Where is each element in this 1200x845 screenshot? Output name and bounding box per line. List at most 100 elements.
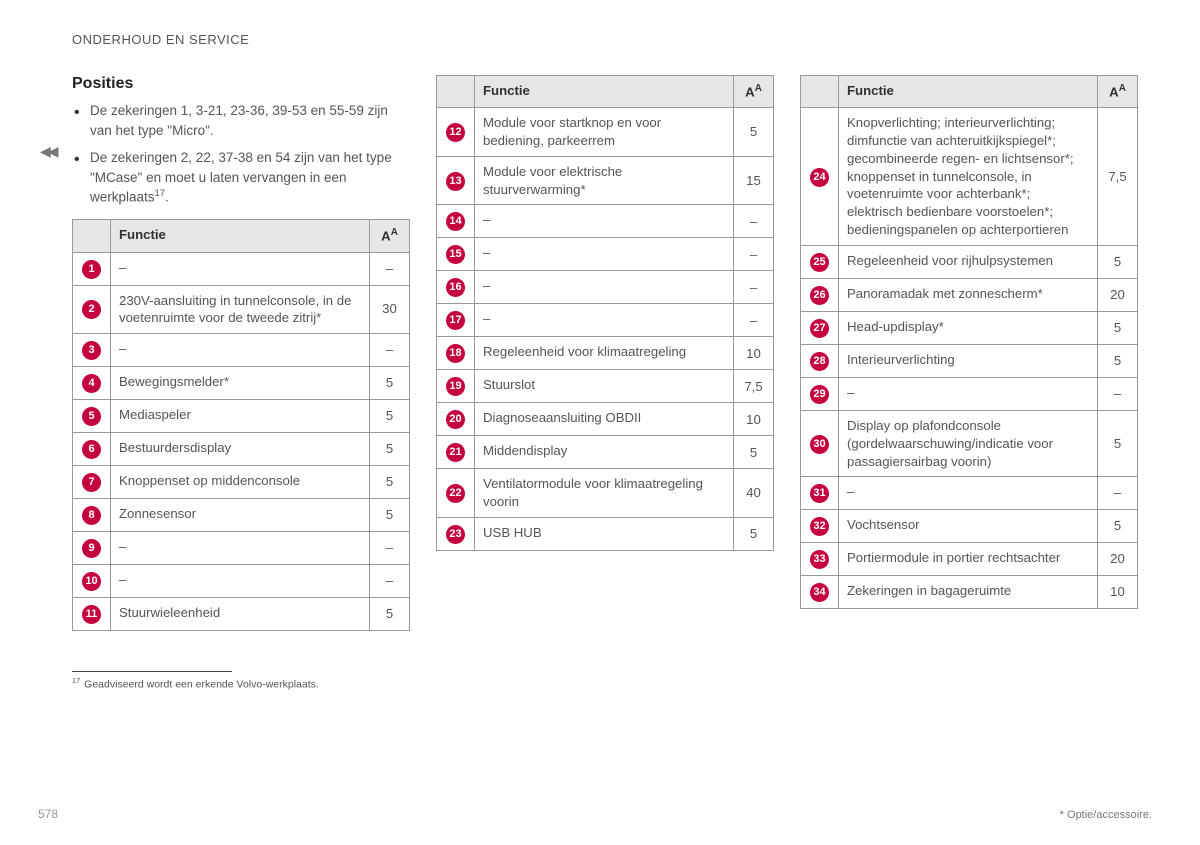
fuse-amp-cell: 30 [370,285,410,334]
fuse-function-cell: – [839,377,1098,410]
bullet-list: De zekeringen 1, 3-21, 23-36, 39-53 en 5… [72,101,410,207]
fuse-amp-cell: 5 [734,518,774,551]
fuse-number-cell: 9 [73,532,111,565]
fuse-number-badge: 31 [810,484,829,503]
fuse-amp-cell: – [370,532,410,565]
fuse-amp-cell: 7,5 [1098,108,1138,246]
option-note: * Optie/accessoire. [1060,809,1152,821]
fuse-number-badge: 2 [82,300,101,319]
fuse-function-cell: 230V-aansluiting in tunnelconsole, in de… [111,285,370,334]
column-3: Functie AA 24Knopverlichting; interieurv… [800,75,1138,631]
fuse-number-cell: 32 [801,510,839,543]
table-row: 24Knopverlichting; interieurverlichting;… [801,108,1138,246]
fuse-amp-cell: 5 [734,108,774,157]
fuse-amp-cell: 10 [1098,576,1138,609]
fuse-function-cell: Vochtsensor [839,510,1098,543]
fuse-function-cell: Stuurslot [475,370,734,403]
amp-label: A [381,229,391,244]
fuse-amp-cell: 5 [370,598,410,631]
fuse-function-cell: Zekeringen in bagageruimte [839,576,1098,609]
fuse-number-badge: 23 [446,525,465,544]
fuse-number-cell: 5 [73,400,111,433]
fuse-number-cell: 11 [73,598,111,631]
table-row: 11Stuurwieleenheid5 [73,598,410,631]
fuse-amp-cell: 5 [1098,245,1138,278]
fuse-amp-cell: – [1098,477,1138,510]
table-row: 31–– [801,477,1138,510]
footnote-ref: 17 [155,188,166,199]
fuse-function-cell: Portiermodule in portier rechtsachter [839,543,1098,576]
table-row: 19Stuurslot7,5 [437,370,774,403]
fuse-function-cell: Diagnoseaansluiting OBDII [475,403,734,436]
table-row: 20Diagnoseaansluiting OBDII10 [437,403,774,436]
column-1: Posities De zekeringen 1, 3-21, 23-36, 3… [72,75,410,631]
fuse-number-cell: 29 [801,377,839,410]
footnote: 17Geadviseerd wordt een erkende Volvo-we… [72,676,1152,691]
fuse-table-2: Functie AA 12Module voor startknop en vo… [436,75,774,551]
fuse-number-cell: 2 [73,285,111,334]
table-row: 25Regeleenheid voor rijhulpsystemen5 [801,245,1138,278]
fuse-amp-cell: 5 [370,433,410,466]
table-row: 5Mediaspeler5 [73,400,410,433]
fuse-number-badge: 11 [82,605,101,624]
fuse-number-badge: 1 [82,260,101,279]
table-row: 16–– [437,271,774,304]
fuse-number-badge: 17 [446,311,465,330]
table-row: 33Portiermodule in portier rechtsachter2… [801,543,1138,576]
fuse-number-badge: 4 [82,374,101,393]
fuse-function-cell: Bestuurdersdisplay [111,433,370,466]
table-row: 32Vochtsensor5 [801,510,1138,543]
table-row: 8Zonnesensor5 [73,499,410,532]
fuse-amp-cell: 5 [370,466,410,499]
fuse-number-cell: 27 [801,311,839,344]
table-row: 29–– [801,377,1138,410]
fuse-amp-cell: – [370,252,410,285]
fuse-amp-cell: – [734,304,774,337]
fuse-number-badge: 8 [82,506,101,525]
fuse-number-cell: 24 [801,108,839,246]
fuse-number-badge: 34 [810,583,829,602]
fuse-number-cell: 12 [437,108,475,157]
page-number: 578 [38,807,58,821]
bullet-item: De zekeringen 2, 22, 37-38 en 54 zijn va… [72,148,410,207]
page-header: ONDERHOUD EN SERVICE [72,32,1152,47]
fuse-number-badge: 19 [446,377,465,396]
fuse-number-cell: 4 [73,367,111,400]
fuse-amp-cell: – [370,334,410,367]
fuse-number-badge: 24 [810,168,829,187]
table-row: 21Middendisplay5 [437,436,774,469]
fuse-amp-cell: 20 [1098,278,1138,311]
amp-label: A [745,84,755,99]
fuse-number-cell: 16 [437,271,475,304]
table-row: 1–– [73,252,410,285]
column-2: Functie AA 12Module voor startknop en vo… [436,75,774,631]
table-row: 22Ventilatormodule voor klimaatregeling … [437,469,774,518]
fuse-amp-cell: 5 [1098,344,1138,377]
fuse-table-1: Functie AA 1––2230V-aansluiting in tunne… [72,219,410,631]
fuse-amp-cell: – [1098,377,1138,410]
fuse-amp-cell: – [734,205,774,238]
fuse-function-cell: Bewegingsmelder* [111,367,370,400]
th-functie: Functie [111,220,370,252]
fuse-number-badge: 9 [82,539,101,558]
fuse-amp-cell: – [734,271,774,304]
th-amp: AA [370,220,410,252]
fuse-amp-cell: 20 [1098,543,1138,576]
th-amp: AA [1098,76,1138,108]
table-row: 6Bestuurdersdisplay5 [73,433,410,466]
fuse-amp-cell: – [370,565,410,598]
fuse-number-badge: 29 [810,385,829,404]
th-blank [73,220,111,252]
table-row: 12Module voor startknop en voor bedienin… [437,108,774,157]
fuse-amp-cell: 40 [734,469,774,518]
fuse-amp-cell: 5 [734,436,774,469]
fuse-number-badge: 32 [810,517,829,536]
fuse-number-badge: 30 [810,435,829,454]
table-row: 4Bewegingsmelder*5 [73,367,410,400]
fuse-number-cell: 19 [437,370,475,403]
fuse-function-cell: – [475,238,734,271]
fuse-number-cell: 23 [437,518,475,551]
table-row: 30Display op plafondconsole (gordelwaars… [801,410,1138,476]
amp-label: A [1109,84,1119,99]
fuse-number-badge: 26 [810,286,829,305]
